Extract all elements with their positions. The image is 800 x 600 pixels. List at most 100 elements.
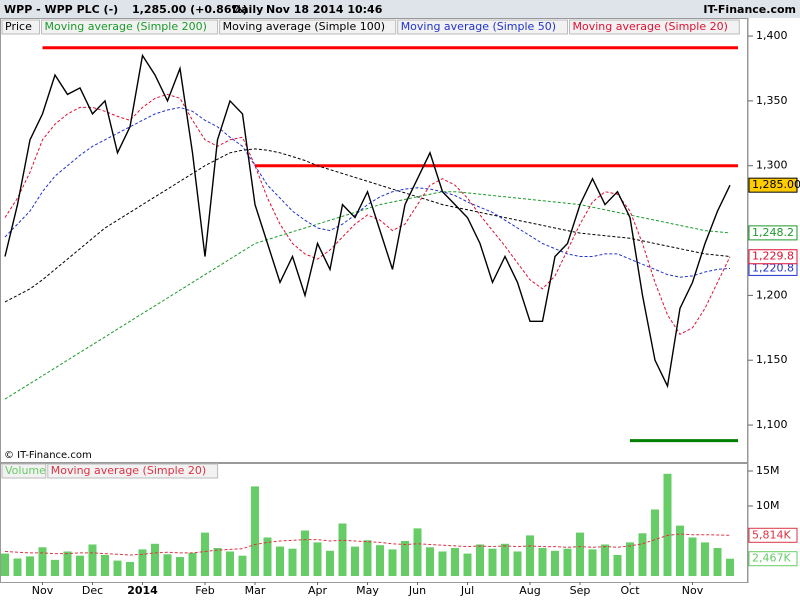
- x-tick-label: Jul: [460, 584, 474, 597]
- bar: [438, 551, 447, 576]
- bar: [76, 555, 84, 576]
- bar: [501, 543, 509, 576]
- value-label: 1,248.2: [752, 226, 794, 239]
- x-tick-label: Aug: [519, 584, 540, 597]
- x-tick-label: Sep: [570, 584, 591, 597]
- bar: [213, 547, 222, 576]
- bar: [138, 549, 147, 576]
- bar: [551, 550, 559, 576]
- series-line: [4, 148, 731, 303]
- x-tick-label: Jun: [408, 584, 426, 597]
- bar: [488, 548, 497, 576]
- bar: [613, 554, 622, 576]
- legend-box: [219, 19, 397, 35]
- bar: [176, 557, 184, 576]
- value-label: 1,229.8: [752, 250, 794, 263]
- legend-entry: Moving average (Simple 20): [573, 20, 728, 33]
- legend-box: [41, 19, 219, 35]
- bar: [188, 552, 197, 576]
- bar: [151, 543, 159, 576]
- bar: [276, 546, 284, 576]
- bar: [388, 549, 397, 576]
- bar: [576, 532, 584, 576]
- y-tick-label: 1,100: [756, 418, 788, 431]
- bar: [513, 551, 522, 576]
- value-label-box: [748, 177, 798, 193]
- y-tick-label: 1,150: [756, 353, 788, 366]
- bar: [288, 548, 297, 576]
- x-tick-label: Oct: [620, 584, 640, 597]
- legend-entry: Volume: [5, 464, 46, 477]
- y-tick-label: 15M: [756, 464, 780, 477]
- bar: [326, 550, 334, 576]
- bar: [601, 544, 609, 576]
- value-label-box: [748, 249, 798, 265]
- legend-entry: Moving average (Simple 200): [45, 20, 207, 33]
- bar: [88, 544, 97, 576]
- legend-box: [397, 19, 569, 35]
- series-line: [4, 533, 731, 556]
- bar: [51, 559, 59, 576]
- bar: [526, 535, 534, 576]
- bar: [638, 533, 647, 576]
- value-label-box: [748, 527, 798, 543]
- bar: [726, 558, 734, 576]
- bar: [201, 532, 209, 576]
- series-line: [4, 53, 731, 389]
- legend-entry: Moving average (Simple 100): [223, 20, 385, 33]
- bar: [401, 540, 409, 576]
- bar: [676, 525, 684, 576]
- series-line: [4, 93, 731, 335]
- bar: [588, 549, 597, 576]
- bar: [163, 554, 172, 576]
- x-tick-label: Nov: [32, 584, 54, 597]
- bar: [626, 542, 634, 576]
- bar: [563, 548, 572, 576]
- value-label: 2,467K: [752, 552, 791, 565]
- bar: [713, 547, 722, 576]
- bar: [651, 509, 659, 576]
- bar: [238, 555, 247, 576]
- legend-box: [47, 463, 219, 479]
- period: Daily: [232, 3, 263, 16]
- bar: [26, 556, 34, 576]
- bar: [451, 547, 459, 576]
- legend-box: [1, 19, 40, 35]
- value-label: 5,814K: [752, 528, 791, 541]
- copyright: © IT-Finance.com: [4, 450, 92, 461]
- x-tick-label: Dec: [82, 584, 103, 597]
- legend-entry: Price: [5, 20, 32, 33]
- bar: [426, 547, 434, 576]
- brand: IT-Finance.com: [703, 3, 796, 16]
- y-tick-label: 10M: [756, 499, 780, 512]
- legend-box: [1, 463, 47, 479]
- legend-box: [569, 19, 740, 35]
- bar: [13, 558, 22, 576]
- bar: [538, 547, 547, 576]
- bar: [463, 553, 472, 576]
- x-tick-label: Apr: [308, 584, 328, 597]
- bar: [688, 537, 697, 576]
- symbol: WPP - WPP PLC (-): [4, 3, 118, 16]
- x-tick-label: Feb: [195, 584, 214, 597]
- series-line: [4, 191, 731, 400]
- y-tick-label: 1,200: [756, 288, 788, 301]
- bar: [701, 542, 709, 576]
- bar: [476, 544, 484, 576]
- x-tick-label: Nov: [682, 584, 704, 597]
- bar: [338, 523, 347, 576]
- y-tick-label: 1,400: [756, 29, 788, 42]
- y-tick-label: 1,300: [756, 159, 788, 172]
- bar: [313, 542, 322, 576]
- bar: [251, 486, 259, 576]
- x-tick-label: 2014: [127, 584, 158, 597]
- bar: [113, 560, 122, 576]
- bar: [301, 530, 309, 576]
- bar: [351, 546, 359, 576]
- bar: [363, 540, 372, 576]
- value-label-box: [748, 225, 798, 241]
- bar: [263, 537, 272, 576]
- value-label: 1,220.8: [752, 261, 794, 274]
- bar: [376, 545, 384, 576]
